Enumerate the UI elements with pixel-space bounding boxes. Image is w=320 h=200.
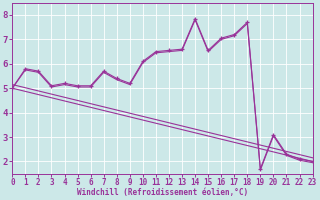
X-axis label: Windchill (Refroidissement éolien,°C): Windchill (Refroidissement éolien,°C) [77, 188, 248, 197]
